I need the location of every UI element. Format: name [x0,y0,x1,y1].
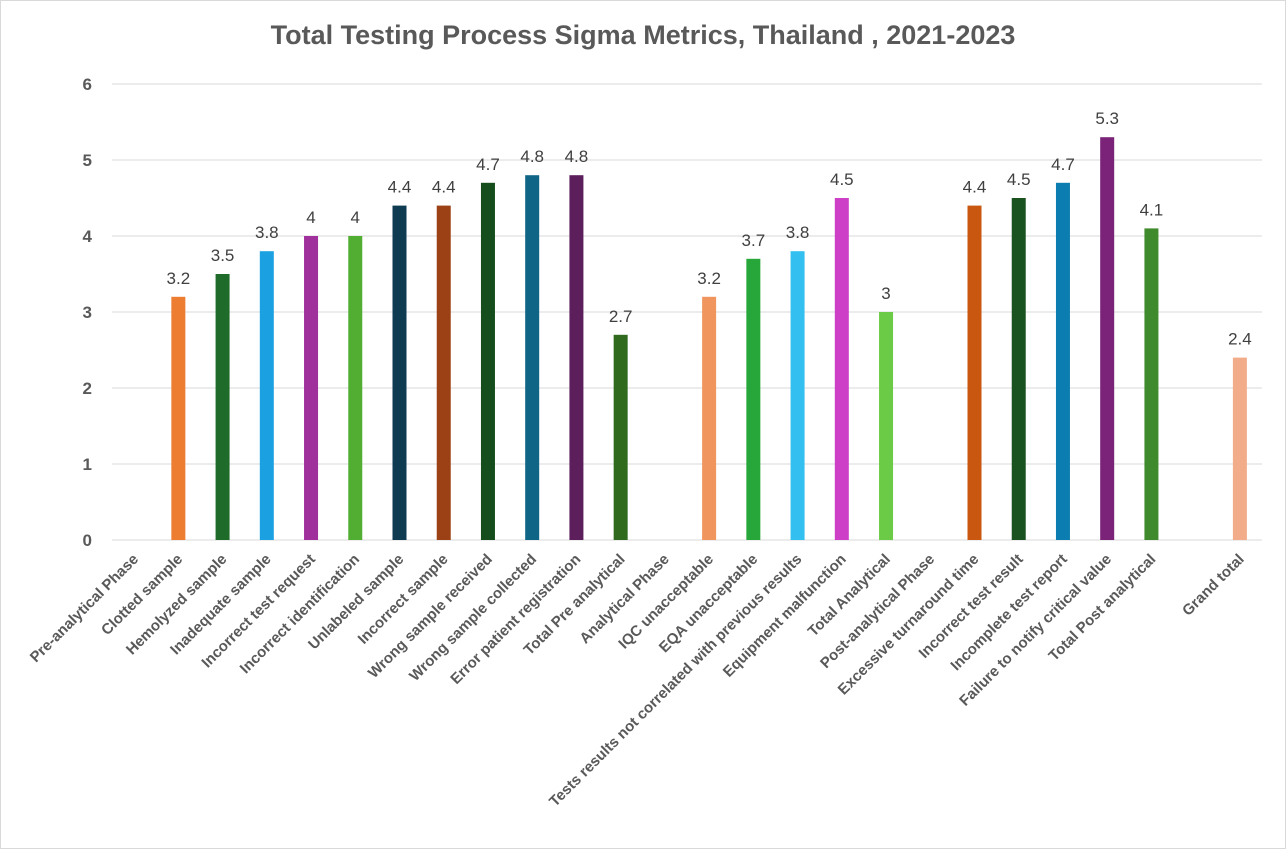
bar [569,175,584,540]
data-label: 3.2 [167,269,191,288]
data-label: 3.7 [742,231,766,250]
data-label: 4.4 [432,178,456,197]
data-label: 3 [881,284,890,303]
bar [525,175,540,540]
data-label: 3.5 [211,246,235,265]
y-axis-ticks: 0 1 2 3 4 5 6 [83,75,93,550]
data-label: 3.8 [786,223,810,242]
data-label: 4.5 [830,170,854,189]
bar [834,198,849,540]
y-tick-label: 1 [83,455,92,474]
gridlines [112,83,1262,541]
bar [480,182,495,541]
data-label: 2.4 [1228,330,1252,349]
data-label: 3.2 [697,269,721,288]
data-label: 4.8 [565,147,589,166]
x-tick-label: Grand total [1179,551,1248,620]
bar [1144,228,1159,540]
y-tick-label: 4 [83,227,93,246]
bar [171,296,186,540]
bar [348,236,363,540]
bar [746,258,761,540]
data-label: 4.5 [1007,170,1031,189]
bar [392,205,407,540]
data-label: 4 [351,208,360,227]
chart-title: Total Testing Process Sigma Metrics, Tha… [270,20,1016,50]
bar [1232,357,1247,540]
data-label: 4.7 [476,155,500,174]
bar [790,251,805,540]
bar [967,205,982,540]
bar [702,296,717,540]
data-label: 4.4 [963,178,987,197]
data-label: 4.8 [520,147,544,166]
data-label: 5.3 [1095,109,1119,128]
bar [259,251,274,540]
data-label: 4.7 [1051,155,1075,174]
bars [171,137,1247,541]
data-label: 4.4 [388,178,412,197]
bar [1011,198,1026,540]
bar [1100,137,1115,540]
y-tick-label: 3 [83,303,92,322]
bar [879,312,894,540]
bar [436,205,451,540]
y-tick-label: 2 [83,379,92,398]
bar [1055,182,1070,541]
y-tick-label: 6 [83,75,92,94]
y-tick-label: 0 [83,531,92,550]
bar [215,274,230,540]
y-tick-label: 5 [83,151,92,170]
data-label: 4.1 [1140,200,1164,219]
data-labels: 3.2 3.5 3.8 4 4 4.4 4.4 4.7 4.8 4.8 2.7 3.2 3.7 3.8 4.… [167,109,1252,348]
bar [304,236,319,540]
data-label: 2.7 [609,307,633,326]
data-label: 4 [306,208,315,227]
bar [613,334,628,540]
data-label: 3.8 [255,223,279,242]
